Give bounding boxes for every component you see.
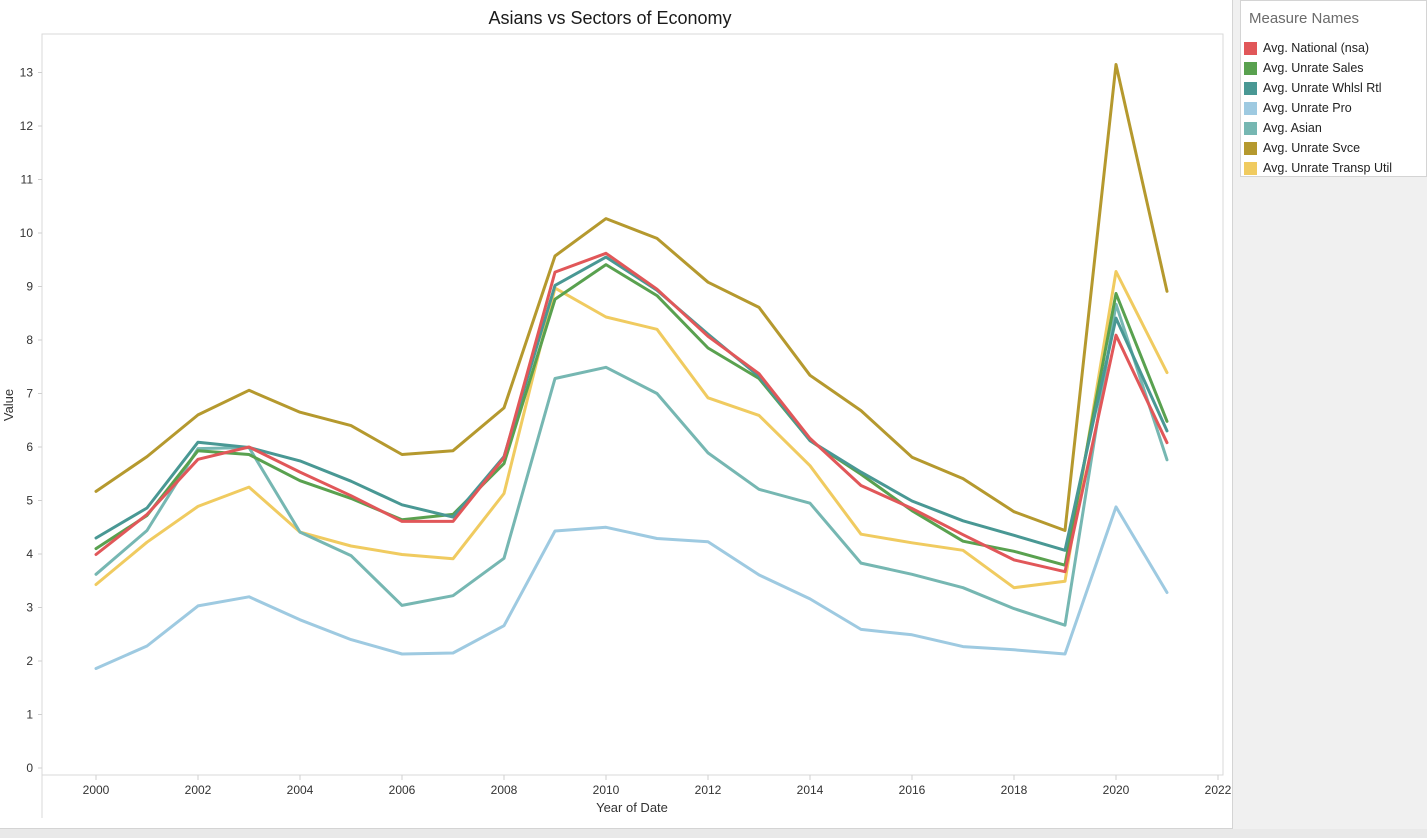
series-line-avg-national-nsa <box>94 251 1169 574</box>
x-tick-label: 2014 <box>797 783 824 797</box>
x-tick-label: 2006 <box>389 783 416 797</box>
y-tick-label: 8 <box>26 333 33 347</box>
x-tick-label: 2016 <box>899 783 926 797</box>
series-line-avg-unrate-whlsl-rtl <box>94 255 1169 552</box>
y-tick-label: 13 <box>20 66 34 80</box>
x-tick-label: 2002 <box>185 783 212 797</box>
y-tick-label: 6 <box>26 440 33 454</box>
y-axis-title: Value <box>1 389 16 421</box>
series-line-avg-unrate-pro <box>94 505 1169 670</box>
chart-title: Asians vs Sectors of Economy <box>488 8 731 28</box>
y-tick-label: 3 <box>26 601 33 615</box>
y-tick-label: 1 <box>26 708 33 722</box>
x-tick-label: 2000 <box>83 783 110 797</box>
legend-swatch <box>1244 141 1257 155</box>
y-tick-label: 7 <box>26 387 33 401</box>
x-tick-label: 2022 <box>1205 783 1232 797</box>
legend-swatch <box>1244 41 1257 55</box>
legend-item[interactable]: Avg. Unrate Whlsl Rtl <box>1244 78 1392 98</box>
series-line-avg-asian <box>94 302 1169 627</box>
legend-item[interactable]: Avg. Unrate Transp Util <box>1244 158 1392 178</box>
series-line-avg-unrate-sales <box>94 263 1169 567</box>
legend-swatch <box>1244 101 1257 115</box>
legend-label: Avg. Asian <box>1263 121 1322 135</box>
series-lines <box>94 63 1169 670</box>
legend-title: Measure Names <box>1249 10 1360 27</box>
legend-label: Avg. Unrate Sales <box>1263 61 1364 75</box>
legend-swatch <box>1244 61 1257 75</box>
legend-label: Avg. Unrate Svce <box>1263 141 1361 155</box>
bottom-scroll-strip <box>0 829 1427 838</box>
legend-item[interactable]: Avg. National (nsa) <box>1244 38 1392 58</box>
legend-item[interactable]: Avg. Unrate Sales <box>1244 58 1392 78</box>
y-tick-label: 2 <box>26 654 33 668</box>
legend-item[interactable]: Avg. Unrate Svce <box>1244 138 1392 158</box>
y-tick-label: 0 <box>26 761 33 775</box>
x-tick-label: 2020 <box>1103 783 1130 797</box>
legend-swatch <box>1244 161 1257 175</box>
series-line-avg-unrate-transp-util <box>94 270 1169 590</box>
legend-item[interactable]: Avg. Unrate Pro <box>1244 98 1392 118</box>
legend-label: Avg. National (nsa) <box>1263 41 1370 55</box>
y-tick-label: 10 <box>20 226 34 240</box>
x-axis-title: Year of Date <box>596 800 668 815</box>
legend-panel: Measure Names Avg. National (nsa) Avg. Un… <box>1240 0 1427 177</box>
series-line-avg-unrate-svce <box>94 63 1169 532</box>
x-tick-label: 2018 <box>1001 783 1028 797</box>
y-tick-label: 11 <box>21 173 34 187</box>
legend-label: Avg. Unrate Whlsl Rtl <box>1263 81 1382 95</box>
legend-item[interactable]: Avg. Asian <box>1244 118 1392 138</box>
x-tick-label: 2012 <box>695 783 722 797</box>
legend-swatch <box>1244 81 1257 95</box>
line-chart: Asians vs Sectors of Economy 01234567891… <box>1 8 1232 818</box>
x-tick-label: 2008 <box>491 783 518 797</box>
x-tick-label: 2010 <box>593 783 620 797</box>
y-tick-label: 5 <box>26 494 33 508</box>
x-tick-label: 2004 <box>287 783 314 797</box>
x-axis-ticks: 2000 2002 2004 2006 2008 2010 2012 2014 2016 2018… <box>83 775 1232 797</box>
legend-label: Avg. Unrate Transp Util <box>1263 161 1392 175</box>
legend-label: Avg. Unrate Pro <box>1263 101 1352 115</box>
y-tick-label: 9 <box>26 280 33 294</box>
legend-swatch <box>1244 121 1257 135</box>
y-tick-label: 4 <box>26 547 33 561</box>
legend-items: Avg. National (nsa) Avg. Unrate Sales Avg.… <box>1244 38 1392 178</box>
y-tick-label: 12 <box>20 119 34 133</box>
